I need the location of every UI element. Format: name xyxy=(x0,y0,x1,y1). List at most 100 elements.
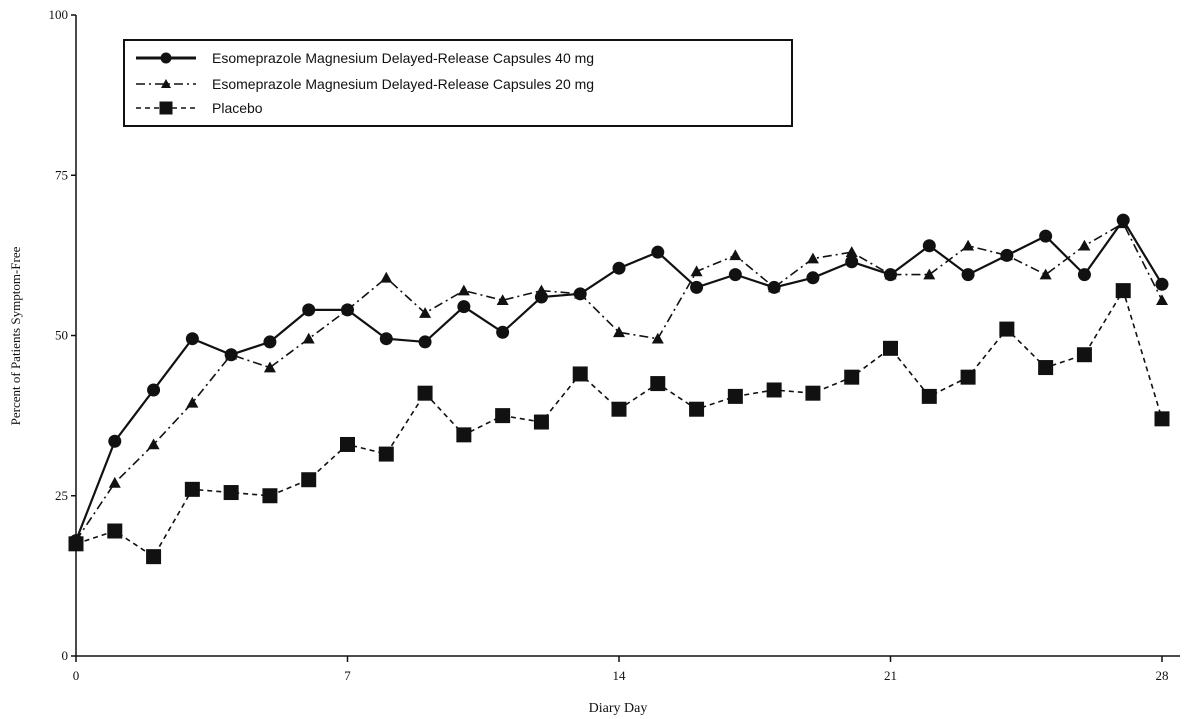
data-point-1-14 xyxy=(613,326,625,338)
x-tick-label-0: 0 xyxy=(73,668,80,683)
data-point-1-15 xyxy=(651,332,664,344)
data-point-2-14 xyxy=(611,401,627,417)
data-point-1-25 xyxy=(1039,268,1052,280)
data-point-1-11 xyxy=(496,294,509,306)
data-point-0-10 xyxy=(457,300,471,314)
data-point-1-26 xyxy=(1078,239,1091,251)
data-point-0-11 xyxy=(496,325,510,339)
data-point-2-1 xyxy=(107,523,123,539)
data-point-2-5 xyxy=(262,488,278,504)
data-point-0-26 xyxy=(1077,268,1091,282)
data-point-0-9 xyxy=(418,335,432,349)
data-point-0-6 xyxy=(302,303,316,317)
data-point-2-22 xyxy=(921,388,937,404)
y-tick-label-0: 0 xyxy=(62,648,69,663)
data-point-0-2 xyxy=(147,383,161,397)
data-point-2-11 xyxy=(495,408,511,424)
data-point-2-7 xyxy=(340,436,355,452)
y-tick-label-3: 75 xyxy=(55,167,68,182)
legend: Esomeprazole Magnesium Delayed-Release C… xyxy=(123,39,793,127)
data-point-0-8 xyxy=(379,332,393,346)
data-point-2-9 xyxy=(417,385,433,401)
y-ticks: 0 25 50 75 100 xyxy=(49,7,76,663)
data-point-2-10 xyxy=(456,427,472,443)
data-point-2-13 xyxy=(572,366,588,382)
data-point-1-5 xyxy=(263,361,276,373)
data-point-2-0 xyxy=(68,536,84,552)
data-point-1-4 xyxy=(225,348,238,360)
y-tick-label-1: 25 xyxy=(55,488,68,503)
data-point-1-10 xyxy=(457,284,470,296)
data-point-0-17 xyxy=(728,268,742,282)
data-point-1-18 xyxy=(768,281,781,293)
data-point-0-28 xyxy=(1155,277,1169,291)
data-point-1-19 xyxy=(806,252,819,264)
data-point-2-24 xyxy=(999,321,1015,337)
legend-box xyxy=(123,39,793,127)
series-markers-2 xyxy=(68,283,1170,565)
data-point-0-15 xyxy=(651,245,665,259)
data-point-1-20 xyxy=(845,246,858,257)
data-point-2-20 xyxy=(844,369,860,385)
data-point-2-26 xyxy=(1076,347,1092,363)
data-point-1-28 xyxy=(1156,294,1168,306)
data-point-2-23 xyxy=(960,369,976,385)
x-tick-label-2: 14 xyxy=(613,668,627,683)
legend-label-2: Placebo xyxy=(212,100,263,116)
legend-marker-1 xyxy=(161,79,171,88)
y-tick-label-4: 100 xyxy=(49,7,69,22)
series-markers xyxy=(68,213,1170,565)
data-point-2-4 xyxy=(223,485,239,501)
data-point-2-19 xyxy=(805,385,821,401)
data-point-0-22 xyxy=(922,239,936,253)
data-point-0-3 xyxy=(185,332,199,346)
data-point-1-1 xyxy=(108,476,121,488)
data-point-1-6 xyxy=(302,332,315,344)
data-point-1-22 xyxy=(923,268,936,280)
legend-marker-0 xyxy=(160,52,172,64)
data-point-1-9 xyxy=(419,307,432,318)
data-point-0-19 xyxy=(806,271,820,285)
data-point-2-27 xyxy=(1115,283,1131,299)
data-point-1-13 xyxy=(574,287,587,299)
data-point-0-23 xyxy=(961,268,975,282)
data-point-1-17 xyxy=(729,249,742,261)
y-axis-label: Percent of Patients Symptom-Free xyxy=(8,246,23,425)
data-point-0-5 xyxy=(263,335,277,349)
data-point-2-18 xyxy=(766,382,782,398)
data-point-1-2 xyxy=(147,438,160,450)
legend-label-0: Esomeprazole Magnesium Delayed-Release C… xyxy=(212,50,594,66)
x-ticks: 0 7 14 21 28 xyxy=(73,656,1169,683)
data-point-2-2 xyxy=(146,549,162,565)
data-point-0-16 xyxy=(690,280,704,294)
data-point-1-27 xyxy=(1117,217,1130,229)
data-point-1-7 xyxy=(341,303,354,315)
data-point-2-25 xyxy=(1038,360,1054,376)
data-point-1-3 xyxy=(186,396,199,408)
data-point-2-12 xyxy=(533,414,549,430)
data-point-0-1 xyxy=(108,434,122,448)
x-tick-label-1: 7 xyxy=(344,668,351,683)
data-point-2-8 xyxy=(378,446,394,462)
data-point-2-28 xyxy=(1154,411,1170,427)
data-point-2-15 xyxy=(650,376,666,392)
data-point-1-16 xyxy=(690,265,703,277)
series-markers-1 xyxy=(70,217,1168,546)
series-line-1 xyxy=(75,222,1163,542)
data-point-1-12 xyxy=(535,284,548,296)
data-point-0-14 xyxy=(612,261,626,275)
data-point-2-21 xyxy=(883,340,898,356)
data-point-0-25 xyxy=(1039,229,1053,243)
data-point-1-8 xyxy=(380,271,393,283)
x-tick-label-3: 21 xyxy=(884,668,897,683)
y-tick-label-2: 50 xyxy=(55,328,68,343)
x-tick-label-4: 28 xyxy=(1156,668,1169,683)
data-point-2-16 xyxy=(689,401,705,417)
legend-marker-2 xyxy=(159,101,173,115)
legend-items: Esomeprazole Magnesium Delayed-Release C… xyxy=(136,50,594,116)
data-point-1-21 xyxy=(884,268,897,280)
legend-label-1: Esomeprazole Magnesium Delayed-Release C… xyxy=(212,76,594,92)
data-point-1-23 xyxy=(962,239,975,251)
